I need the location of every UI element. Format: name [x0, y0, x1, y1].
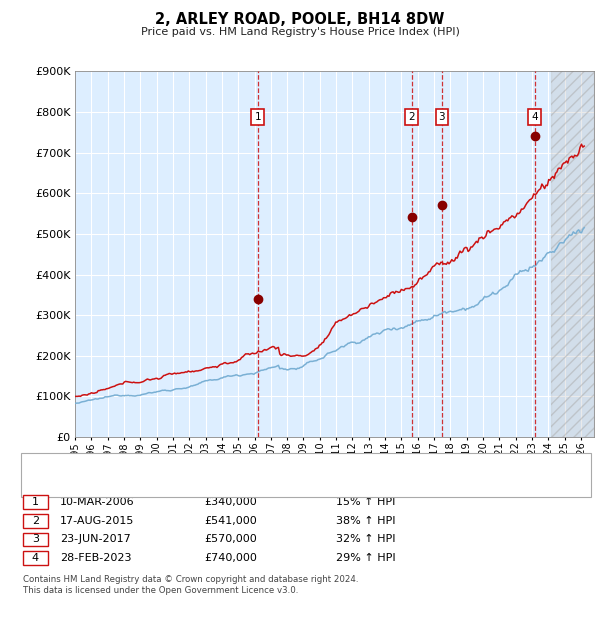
- Text: 4: 4: [531, 112, 538, 122]
- Text: 1: 1: [32, 497, 39, 507]
- Text: 28-FEB-2023: 28-FEB-2023: [60, 553, 131, 563]
- Text: ——: ——: [33, 461, 58, 473]
- Text: 3: 3: [32, 534, 39, 544]
- Text: £740,000: £740,000: [204, 553, 257, 563]
- Text: 15% ↑ HPI: 15% ↑ HPI: [336, 497, 395, 507]
- Text: 38% ↑ HPI: 38% ↑ HPI: [336, 516, 395, 526]
- Text: HPI: Average price, detached house, Bournemouth Christchurch and Poole: HPI: Average price, detached house, Bour…: [69, 479, 457, 489]
- Bar: [551, 71, 594, 437]
- Text: ——: ——: [33, 477, 58, 490]
- Bar: [551, 71, 594, 437]
- Text: 2, ARLEY ROAD, POOLE, BH14 8DW (detached house): 2, ARLEY ROAD, POOLE, BH14 8DW (detached…: [69, 462, 348, 472]
- Text: This data is licensed under the Open Government Licence v3.0.: This data is licensed under the Open Gov…: [23, 586, 298, 595]
- Text: 2, ARLEY ROAD, POOLE, BH14 8DW: 2, ARLEY ROAD, POOLE, BH14 8DW: [155, 12, 445, 27]
- Text: 29% ↑ HPI: 29% ↑ HPI: [336, 553, 395, 563]
- Text: 10-MAR-2006: 10-MAR-2006: [60, 497, 134, 507]
- Text: 17-AUG-2015: 17-AUG-2015: [60, 516, 134, 526]
- Text: £340,000: £340,000: [204, 497, 257, 507]
- Text: £541,000: £541,000: [204, 516, 257, 526]
- Text: 2: 2: [409, 112, 415, 122]
- Text: 4: 4: [32, 553, 39, 563]
- Text: 2: 2: [32, 516, 39, 526]
- Text: 1: 1: [254, 112, 261, 122]
- Text: Price paid vs. HM Land Registry's House Price Index (HPI): Price paid vs. HM Land Registry's House …: [140, 27, 460, 37]
- Text: 3: 3: [439, 112, 445, 122]
- Text: £570,000: £570,000: [204, 534, 257, 544]
- Text: Contains HM Land Registry data © Crown copyright and database right 2024.: Contains HM Land Registry data © Crown c…: [23, 575, 358, 583]
- Text: 23-JUN-2017: 23-JUN-2017: [60, 534, 131, 544]
- Text: 32% ↑ HPI: 32% ↑ HPI: [336, 534, 395, 544]
